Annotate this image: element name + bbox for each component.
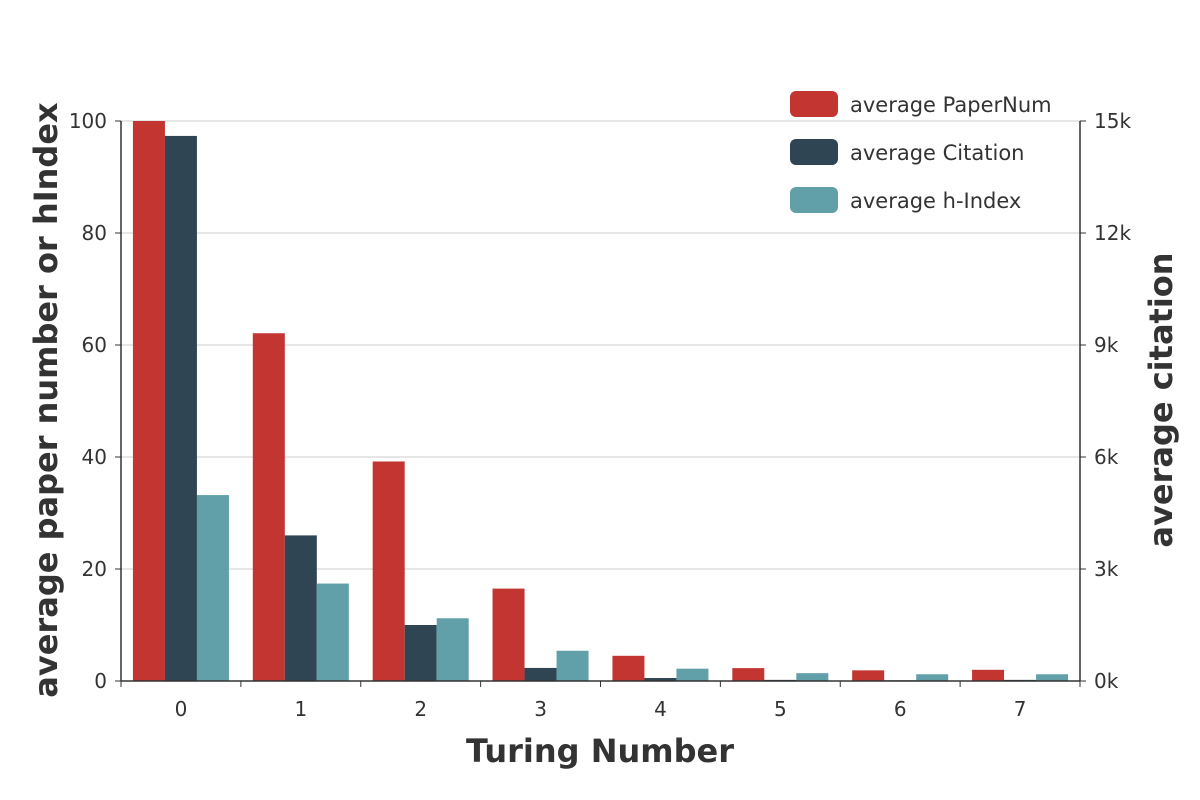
x-tick-label: 2	[414, 697, 427, 721]
x-axis-title: Turing Number	[466, 732, 734, 770]
bar-average-citation-4	[644, 678, 677, 681]
legend-label: average h-Index	[850, 189, 1021, 213]
x-tick-label: 3	[534, 697, 547, 721]
left-y-tick-label: 20	[82, 557, 107, 581]
left-y-tick-label: 80	[82, 221, 107, 245]
bar-average-papernum-3	[492, 588, 525, 681]
left-y-tick-label: 40	[82, 445, 107, 469]
tick-labels: 0 0k 20 3k 40 6k 60 9k 80 12k 100 15k 0 1 2 3 4 5 6 7	[69, 109, 1132, 721]
bar-average-papernum-7	[972, 669, 1005, 681]
left-y-axis-title: average paper number or hIndex	[27, 102, 65, 698]
axes	[115, 120, 1086, 687]
bar-average-h-index-3	[556, 650, 589, 681]
x-tick-label: 7	[1014, 697, 1027, 721]
bars	[132, 121, 1069, 681]
x-tick-label: 5	[774, 697, 787, 721]
bar-average-papernum-0	[132, 121, 165, 681]
bar-average-h-index-5	[796, 673, 829, 681]
bar-average-papernum-4	[612, 655, 645, 681]
right-y-tick-label: 6k	[1094, 445, 1119, 469]
bar-average-h-index-4	[676, 668, 709, 681]
left-y-tick-label: 0	[94, 669, 107, 693]
x-tick-label: 6	[894, 697, 907, 721]
left-y-tick-label: 100	[69, 109, 107, 133]
right-y-tick-label: 9k	[1094, 333, 1119, 357]
right-y-tick-label: 3k	[1094, 557, 1119, 581]
legend-swatch	[790, 91, 838, 117]
legend: average PaperNum average Citation average …	[790, 91, 1052, 213]
bar-average-citation-3	[524, 667, 557, 681]
left-y-tick-label: 60	[82, 333, 107, 357]
right-y-tick-label: 12k	[1094, 221, 1131, 245]
legend-label: average Citation	[850, 141, 1024, 165]
bar-average-h-index-7	[1036, 674, 1069, 681]
x-tick-label: 4	[654, 697, 667, 721]
bar-average-h-index-2	[436, 618, 469, 681]
x-tick-label: 1	[294, 697, 307, 721]
bar-average-papernum-6	[852, 670, 885, 681]
right-y-tick-label: 15k	[1094, 109, 1131, 133]
bar-average-h-index-1	[316, 583, 349, 681]
right-y-axis-title: average citation	[1142, 252, 1180, 547]
bar-average-papernum-1	[252, 333, 285, 681]
bar-average-h-index-0	[196, 495, 229, 681]
legend-swatch	[790, 139, 838, 165]
bar-average-h-index-6	[916, 674, 949, 681]
bar-average-citation-2	[404, 625, 437, 681]
bar-average-papernum-2	[372, 461, 405, 681]
bar-average-citation-1	[284, 535, 317, 681]
legend-swatch	[790, 187, 838, 213]
x-tick-label: 0	[175, 697, 188, 721]
legend-label: average PaperNum	[850, 93, 1052, 117]
bar-average-papernum-5	[732, 668, 765, 681]
bar-average-citation-0	[164, 135, 197, 681]
right-y-tick-label: 0k	[1094, 669, 1119, 693]
